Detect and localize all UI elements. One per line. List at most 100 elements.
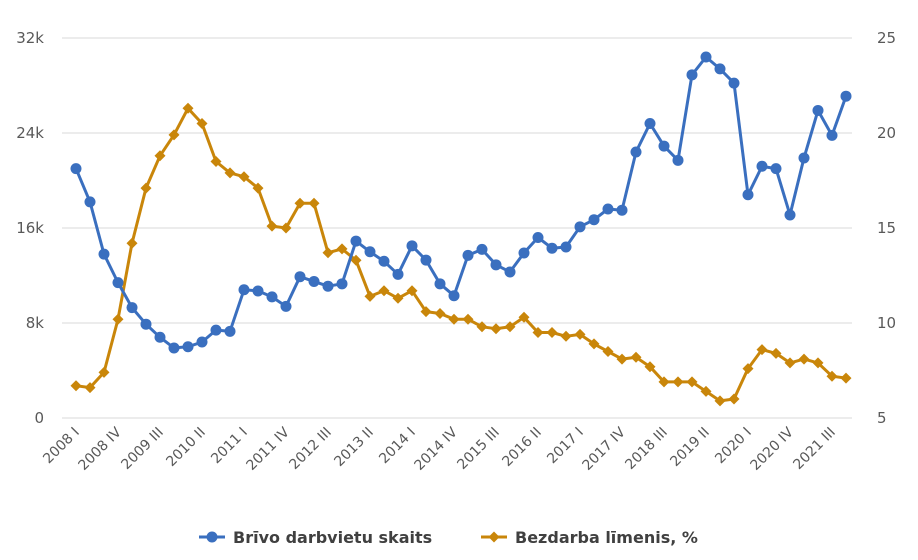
data-point (322, 280, 334, 292)
x-tick-label: 2013 II (331, 425, 376, 470)
data-point (644, 118, 656, 129)
x-tick-label: 2009 III (118, 425, 166, 473)
data-point (154, 331, 166, 343)
data-point (224, 167, 236, 179)
data-point (406, 240, 418, 252)
data-point (182, 341, 194, 353)
left-y-tick-label: 16k (16, 219, 44, 237)
x-tick-label: 2017 IV (579, 424, 629, 474)
data-point (518, 247, 530, 259)
data-point (672, 376, 684, 388)
x-tick-label: 2012 III (286, 425, 334, 473)
data-point (224, 325, 236, 337)
data-point (112, 277, 124, 289)
data-point (798, 152, 810, 164)
data-point (336, 243, 348, 255)
data-point (434, 278, 446, 290)
x-tick-label: 2008 IV (75, 424, 125, 474)
data-point (756, 160, 768, 172)
data-point (98, 248, 110, 260)
data-point (294, 271, 306, 283)
right-y-tick-label: 25 (877, 29, 896, 47)
x-tick-label: 2021 III (790, 425, 838, 473)
data-point (350, 235, 362, 247)
data-point (462, 313, 474, 325)
data-point (504, 321, 516, 333)
data-point (644, 361, 656, 373)
data-point (364, 290, 376, 302)
left-y-tick-label: 8k (26, 314, 45, 332)
data-point (112, 313, 124, 325)
data-point (378, 255, 390, 267)
data-point (700, 51, 712, 63)
data-point (238, 171, 250, 183)
data-point (448, 313, 460, 325)
legend-swatch-marker (488, 531, 500, 543)
data-point (770, 163, 782, 175)
x-tick-label: 2010 II (163, 425, 208, 470)
data-point (168, 129, 180, 141)
data-point (686, 69, 698, 81)
data-point (266, 220, 278, 232)
data-point (756, 344, 768, 356)
data-point (252, 285, 264, 297)
data-point (490, 259, 502, 271)
data-point (238, 284, 250, 296)
data-point (784, 209, 796, 221)
data-point (826, 129, 838, 141)
x-tick-label: 2018 III (622, 425, 670, 473)
data-point (532, 327, 544, 338)
data-point (728, 77, 740, 89)
data-point (672, 154, 684, 166)
data-point (658, 140, 670, 152)
data-point (784, 357, 796, 369)
data-point (392, 292, 404, 304)
data-point (560, 241, 572, 253)
data-point (280, 300, 292, 312)
left-y-tick-label: 0 (34, 409, 44, 427)
data-point (714, 395, 726, 407)
data-point (434, 308, 446, 319)
data-point (154, 150, 166, 162)
data-point (490, 323, 502, 335)
data-point (336, 278, 348, 290)
data-point (378, 285, 390, 297)
data-point (406, 285, 418, 297)
data-point (602, 346, 614, 357)
data-point (140, 318, 152, 330)
data-point (182, 102, 194, 114)
data-point (588, 338, 600, 350)
data-point (392, 268, 404, 280)
data-point (308, 197, 320, 209)
data-point (602, 203, 614, 215)
data-point (210, 156, 222, 167)
left-y-axis: 0 8k 16k 24k 32k (16, 29, 44, 427)
data-point (210, 324, 222, 336)
data-point (476, 243, 488, 255)
data-point (826, 370, 838, 382)
data-point (532, 232, 544, 243)
data-point (476, 321, 488, 333)
x-tick-label: 2019 II (667, 425, 712, 470)
data-point (518, 311, 530, 323)
legend-swatch-marker (206, 531, 218, 543)
data-point (448, 290, 460, 302)
x-tick-label: 2011 IV (243, 424, 293, 474)
data-point (574, 328, 586, 340)
data-point (280, 222, 292, 234)
data-point (546, 327, 558, 338)
data-point (84, 196, 96, 208)
right-y-axis: 5 10 15 20 25 (877, 29, 896, 427)
data-point (840, 90, 852, 102)
data-point (70, 163, 82, 175)
data-point (714, 63, 726, 75)
data-point (546, 242, 558, 254)
x-tick-label: 2014 IV (411, 424, 461, 474)
data-point (812, 357, 824, 369)
series-layer (70, 51, 852, 407)
data-point (196, 336, 208, 348)
data-point (98, 366, 110, 378)
data-point (700, 385, 712, 397)
